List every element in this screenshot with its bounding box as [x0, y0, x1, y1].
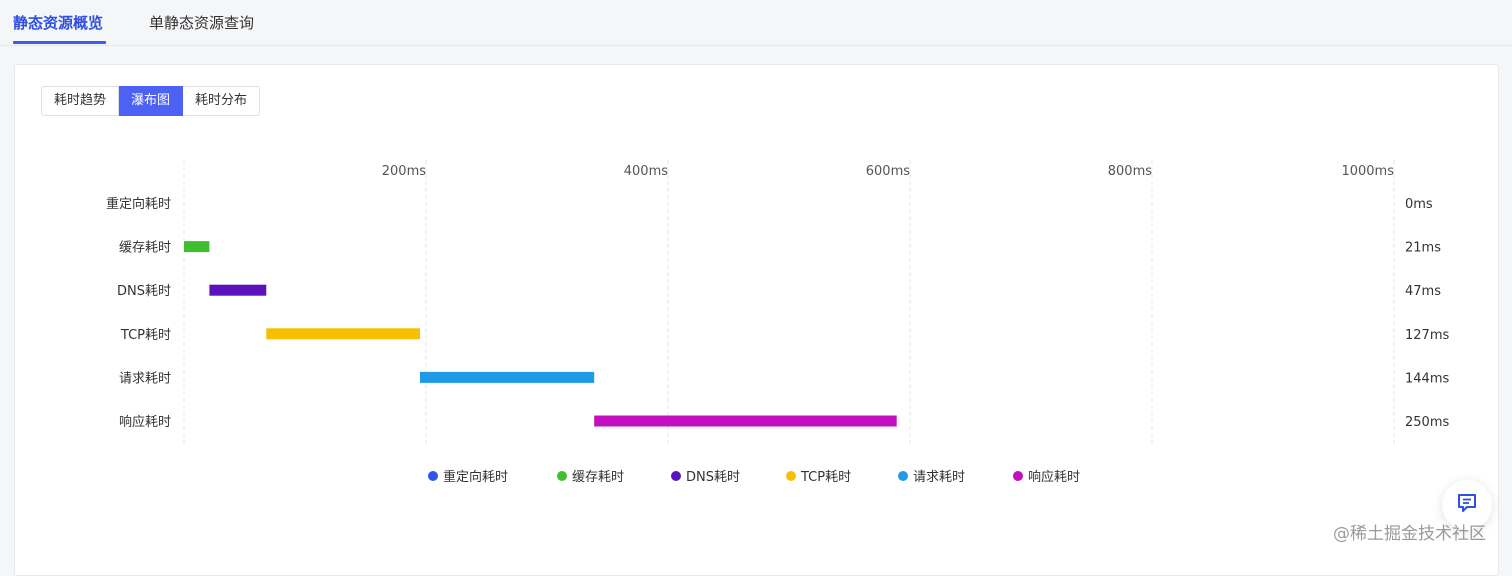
duration-label: 47ms	[1405, 284, 1441, 299]
category-label: 重定向耗时	[106, 196, 171, 212]
x-tick-label: 600ms	[866, 164, 910, 179]
x-tick-label: 200ms	[382, 164, 426, 179]
legend-label: 请求耗时	[913, 470, 965, 485]
legend-label: TCP耗时	[800, 470, 851, 485]
x-tick-label: 400ms	[624, 164, 668, 179]
tab-single-static-query[interactable]: 单静态资源查询	[149, 14, 255, 32]
category-label: DNS耗时	[117, 284, 171, 299]
legend-marker	[786, 471, 796, 481]
legend-marker	[557, 471, 567, 481]
watermark: @稀土掘金技术社区	[1333, 524, 1486, 544]
feedback-button[interactable]	[1442, 480, 1492, 530]
message-square-icon	[1457, 493, 1477, 517]
active-tab-indicator	[13, 41, 106, 44]
duration-label: 21ms	[1405, 241, 1441, 256]
category-label: TCP耗时	[120, 328, 171, 343]
legend-marker	[1013, 471, 1023, 481]
legend-marker	[671, 471, 681, 481]
legend-label: 重定向耗时	[443, 469, 508, 485]
duration-label: 144ms	[1405, 371, 1449, 386]
waterfall-chart: 200ms 400ms 600ms 800ms 1000ms 重定向耗时 0ms 缓存耗时 21…	[106, 160, 1449, 485]
legend-marker	[428, 471, 438, 481]
x-tick-label: 800ms	[1108, 164, 1152, 179]
top-tabs: 静态资源概览 单静态资源查询	[0, 0, 1512, 46]
view-toggle: 耗时趋势 瀑布图 耗时分布	[41, 86, 261, 116]
duration-label: 127ms	[1405, 328, 1449, 343]
waterfall-bar	[184, 241, 210, 253]
waterfall-bar	[209, 284, 267, 296]
duration-label: 0ms	[1405, 197, 1433, 212]
waterfall-bar	[266, 328, 420, 340]
legend-label: 响应耗时	[1028, 469, 1080, 485]
category-label: 响应耗时	[119, 414, 171, 430]
legend-label: 缓存耗时	[572, 470, 624, 485]
legend-label: DNS耗时	[686, 470, 740, 485]
waterfall-bar	[419, 371, 595, 383]
tab-static-overview[interactable]: 静态资源概览	[13, 14, 104, 32]
toggle-trend-button[interactable]: 耗时趋势	[41, 86, 120, 116]
category-label: 请求耗时	[119, 371, 171, 386]
toggle-distribution-button[interactable]: 耗时分布	[183, 86, 261, 116]
x-tick-label: 1000ms	[1341, 164, 1394, 179]
legend-marker	[898, 471, 908, 481]
content-card	[14, 64, 1499, 576]
toggle-waterfall-button[interactable]: 瀑布图	[119, 86, 184, 116]
duration-label: 250ms	[1405, 415, 1449, 430]
category-label: 缓存耗时	[119, 241, 171, 256]
waterfall-bar	[594, 415, 897, 427]
